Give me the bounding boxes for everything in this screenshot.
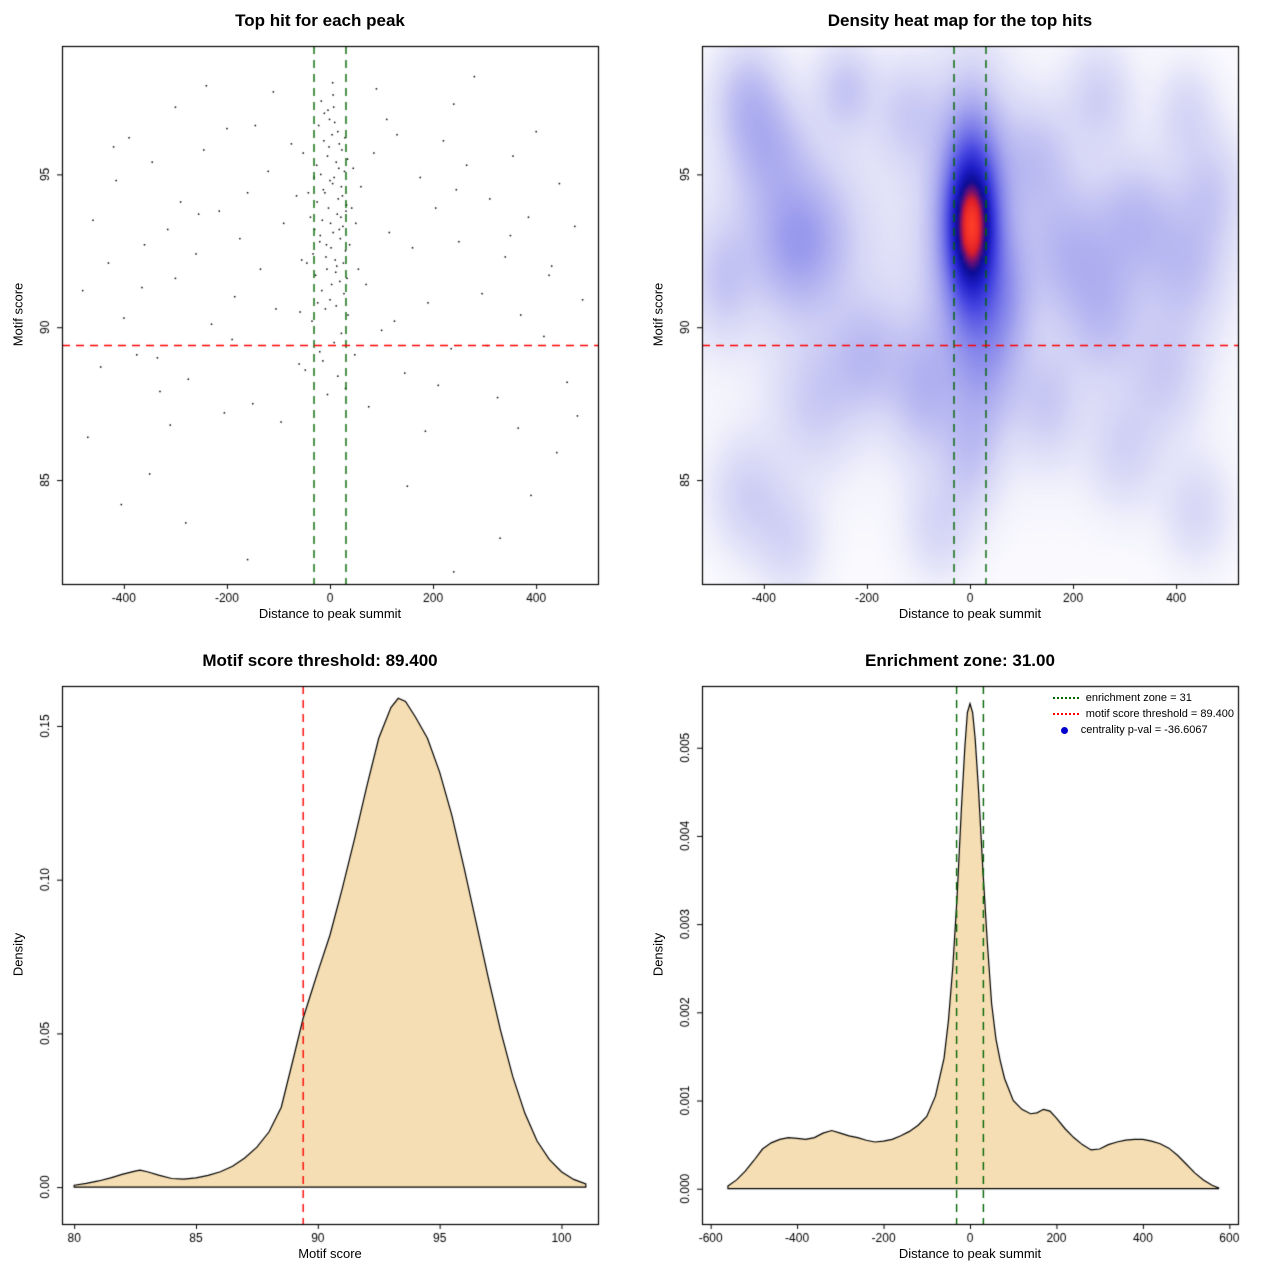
scatter-title: Top hit for each peak <box>235 11 405 30</box>
distance-density-xaxis-label: Distance to peak summit <box>898 1246 1042 1261</box>
score-density-canvas <box>0 640 640 1280</box>
distance-density-canvas <box>640 640 1280 1280</box>
legend-item-threshold: motif score threshold = 89.400 <box>1052 706 1234 722</box>
legend-label-centrality: centrality p-val = -36.6067 <box>1080 724 1208 736</box>
enrichment-zone-title: Enrichment zone: 31.00 <box>865 651 1055 670</box>
heatmap-title: Density heat map for the top hits <box>827 11 1093 30</box>
green-dotted-line-icon <box>1052 697 1079 699</box>
panel-motif-score-density: Motif score threshold: 89.400 Motif scor… <box>0 640 640 1280</box>
legend-item-centrality: centrality p-val = -36.6067 <box>1053 722 1234 738</box>
panel-density-heatmap: Density heat map for the top hits Distan… <box>640 0 1280 640</box>
heatmap-canvas <box>640 0 1280 640</box>
scatter-plot-canvas <box>0 0 640 640</box>
legend: enrichment zone = 31 motif score thresho… <box>1052 690 1234 738</box>
scatter-xaxis-label: Distance to peak summit <box>258 606 402 621</box>
distance-density-yaxis-label: Density <box>650 932 666 977</box>
legend-item-enrichment-zone: enrichment zone = 31 <box>1052 690 1234 706</box>
legend-label-threshold: motif score threshold = 89.400 <box>1085 708 1234 720</box>
score-density-xaxis-label: Motif score <box>298 1246 362 1261</box>
score-density-yaxis-label: Density <box>10 932 26 977</box>
legend-label-enrichment-zone: enrichment zone = 31 <box>1085 692 1192 704</box>
panel-enrichment-zone-density: Enrichment zone: 31.00 Distance to peak … <box>640 640 1280 1280</box>
blue-dot-icon <box>1060 726 1068 734</box>
score-density-title: Motif score threshold: 89.400 <box>202 651 438 670</box>
red-dotted-line-icon <box>1052 713 1079 715</box>
heatmap-yaxis-label: Motif score <box>650 282 666 347</box>
panel-top-hits-scatter: Top hit for each peak Distance to peak s… <box>0 0 640 640</box>
scatter-yaxis-label: Motif score <box>10 282 26 347</box>
heatmap-xaxis-label: Distance to peak summit <box>898 606 1042 621</box>
